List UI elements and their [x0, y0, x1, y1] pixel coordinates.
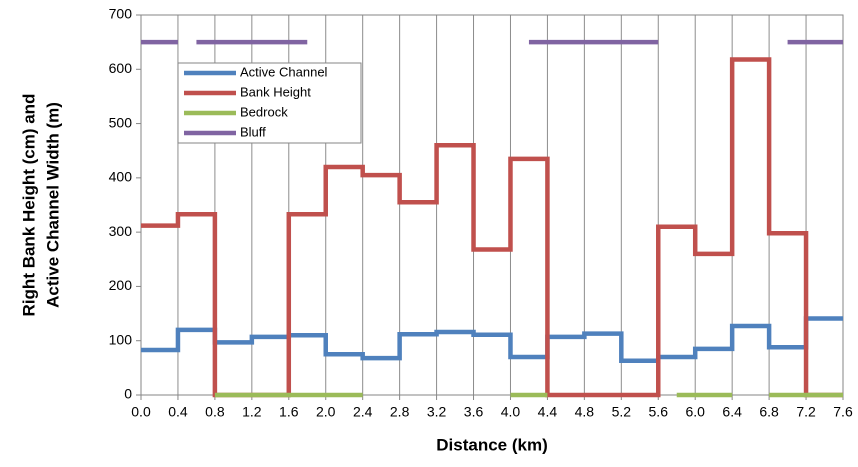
y-tick-label: 300 [109, 223, 133, 239]
x-tick-label: 4.0 [501, 404, 521, 420]
x-tick-label: 2.8 [390, 404, 410, 420]
legend-box [177, 62, 362, 144]
x-tick-label: 4.4 [538, 404, 558, 420]
x-tick-label: 6.0 [685, 404, 705, 420]
x-tick-label: 7.2 [796, 404, 816, 420]
y-axis-title: Right Bank Height (cm) and [19, 94, 38, 317]
y-tick-label: 0 [124, 386, 132, 402]
y-tick-label: 100 [109, 331, 133, 347]
x-tick-label: 6.4 [722, 404, 742, 420]
y-tick-label: 200 [109, 277, 133, 293]
legend-label: Bedrock [240, 104, 288, 119]
y-tick-label: 400 [109, 169, 133, 185]
x-axis-title: Distance (km) [436, 435, 547, 454]
x-tick-label: 5.6 [649, 404, 669, 420]
y-tick-label: 500 [109, 114, 133, 130]
x-tick-label: 0.0 [131, 404, 151, 420]
x-tick-label: 7.6 [833, 404, 853, 420]
x-tick-label: 3.2 [427, 404, 447, 420]
legend-label: Active Channel [240, 64, 328, 79]
y-tick-label: 600 [109, 60, 133, 76]
x-tick-label: 0.4 [168, 404, 188, 420]
series-line [141, 316, 843, 364]
x-tick-label: 3.6 [464, 404, 484, 420]
y-axis-title: Active Channel Width (m) [43, 102, 62, 308]
x-tick-label: 2.0 [316, 404, 336, 420]
x-tick-label: 1.6 [279, 404, 299, 420]
y-tick-label: 700 [109, 6, 133, 22]
x-tick-label: 0.8 [205, 404, 225, 420]
legend-label: Bank Height [240, 84, 311, 99]
x-tick-label: 5.2 [612, 404, 632, 420]
legend-label: Bluff [240, 124, 266, 139]
x-tick-label: 2.4 [353, 404, 373, 420]
plot-frame [140, 14, 844, 396]
x-tick-label: 6.8 [759, 404, 779, 420]
x-tick-label: 4.8 [575, 404, 595, 420]
x-tick-label: 1.2 [242, 404, 262, 420]
